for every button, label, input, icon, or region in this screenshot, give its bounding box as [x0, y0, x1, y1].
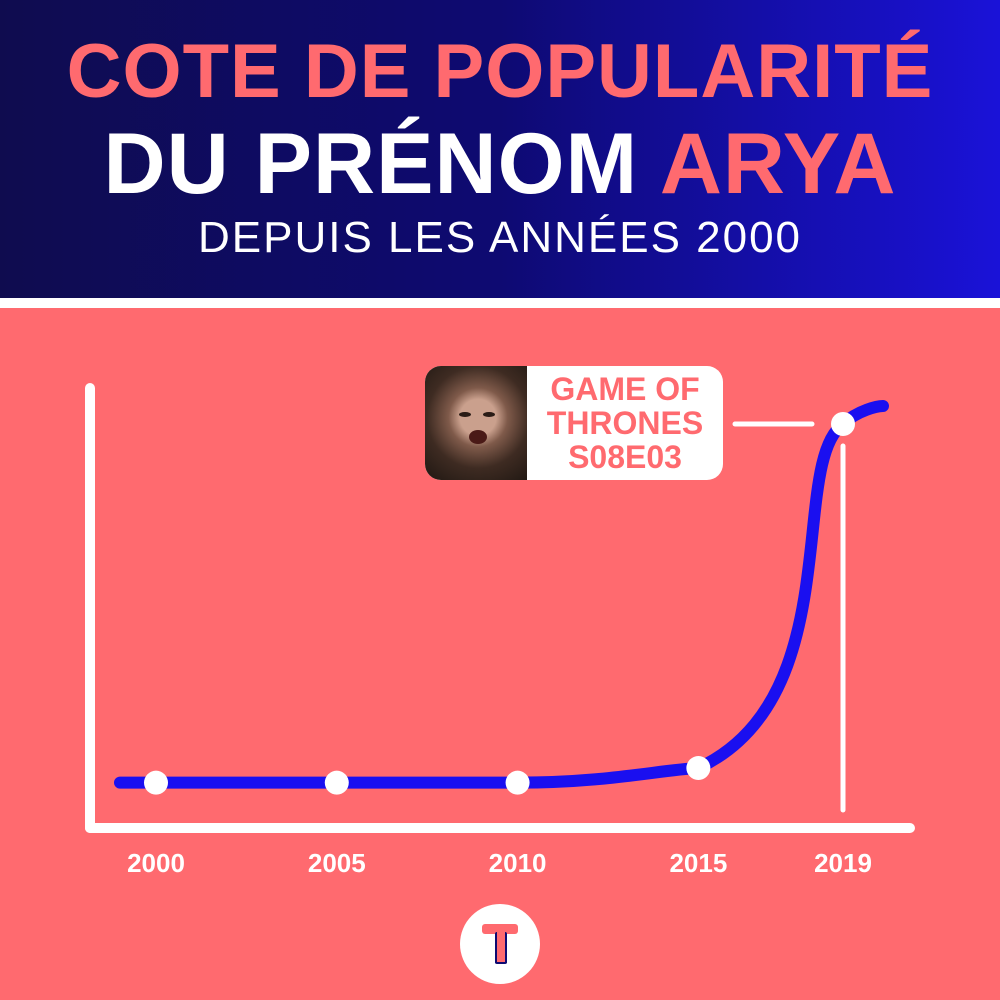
- annotation-text: GAME OF THRONES S08E03: [527, 372, 723, 474]
- photo-eye-left: [459, 412, 471, 417]
- data-point-2019: [831, 412, 855, 436]
- x-tick-label-2000: 2000: [127, 848, 185, 878]
- photo-eye-right: [483, 412, 495, 417]
- annotation-line-3: S08E03: [568, 439, 682, 475]
- title-line-1: COTE DE POPULARITÉ: [66, 29, 934, 114]
- data-point-2000: [144, 770, 168, 795]
- x-tick-label-2019: 2019: [814, 848, 872, 878]
- header-divider: [0, 298, 1000, 308]
- logo-t-bar: [482, 924, 518, 934]
- annotation-line-2: THRONES: [546, 405, 704, 441]
- annotation-line-1: GAME OF: [550, 371, 700, 407]
- data-point-2005: [324, 770, 349, 795]
- annotation-callout: GAME OF THRONES S08E03: [425, 366, 723, 480]
- x-tick-label-2005: 2005: [308, 848, 366, 878]
- x-tick-label-2010: 2010: [489, 848, 547, 878]
- brand-logo: [460, 904, 540, 984]
- chart-axes: [85, 383, 915, 833]
- x-tick-label-2015: 2015: [669, 848, 727, 878]
- chart-points: [144, 412, 855, 795]
- header-banner: COTE DE POPULARITÉ DU PRÉNOM ARYA DEPUIS…: [0, 0, 1000, 298]
- data-point-2015: [686, 756, 711, 781]
- character-photo: [425, 366, 527, 480]
- subtitle: DEPUIS LES ANNÉES 2000: [197, 213, 803, 262]
- title-line-2-name: ARYA: [659, 116, 897, 212]
- chart-tick-labels: 2000 2005 2010 2015 2019: [127, 848, 872, 878]
- title-line-2-white: DU PRÉNOM: [103, 116, 639, 212]
- data-point-2010: [505, 770, 530, 795]
- logo-t-stem: [495, 932, 507, 964]
- title-line-2: DU PRÉNOM ARYA: [0, 116, 1000, 212]
- photo-mouth: [469, 430, 487, 444]
